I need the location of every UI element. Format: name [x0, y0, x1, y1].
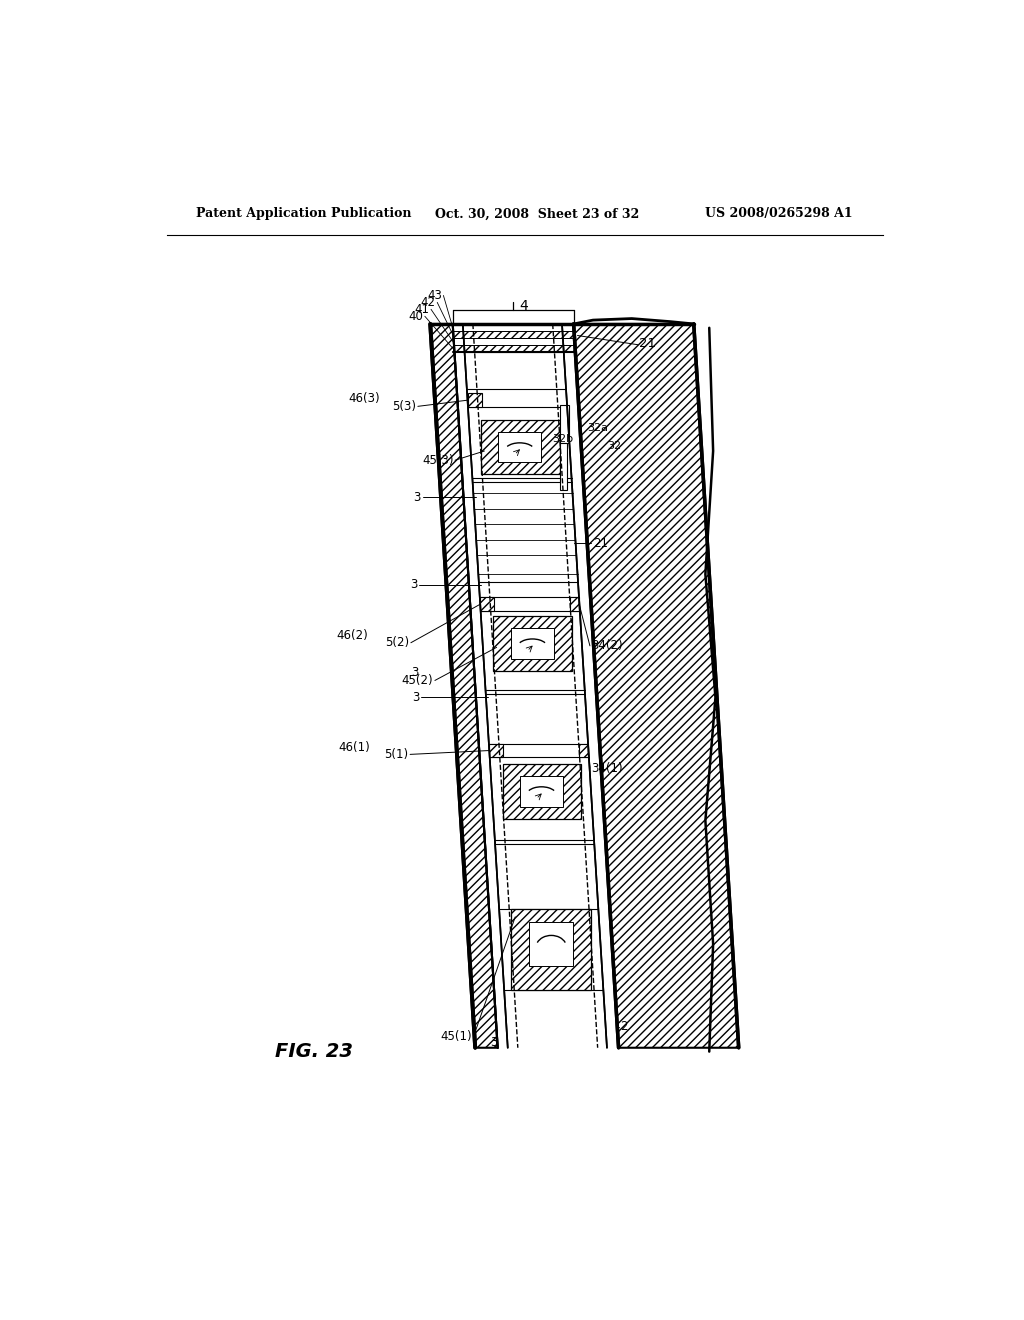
- Text: 21: 21: [640, 337, 656, 350]
- Text: Oct. 30, 2008  Sheet 23 of 32: Oct. 30, 2008 Sheet 23 of 32: [435, 207, 639, 220]
- Bar: [480, 597, 495, 611]
- Bar: [520, 776, 563, 807]
- Text: 32: 32: [607, 441, 622, 451]
- Bar: [453, 323, 573, 331]
- Text: Patent Application Publication: Patent Application Publication: [197, 207, 412, 220]
- Text: FIG. 23: FIG. 23: [275, 1041, 353, 1061]
- Polygon shape: [463, 323, 607, 1048]
- Text: 5(1): 5(1): [384, 748, 409, 760]
- Bar: [511, 909, 591, 990]
- Bar: [570, 597, 580, 611]
- Bar: [529, 921, 573, 966]
- Bar: [579, 743, 589, 758]
- Text: 2: 2: [621, 1020, 628, 1034]
- Text: 4: 4: [519, 300, 528, 313]
- Text: 3: 3: [489, 1036, 498, 1049]
- Text: 45(1): 45(1): [440, 1030, 472, 1043]
- Text: 3: 3: [411, 578, 418, 591]
- Bar: [468, 393, 481, 407]
- Text: US 2008/0265298 A1: US 2008/0265298 A1: [706, 207, 853, 220]
- Text: 43: 43: [427, 289, 442, 302]
- Text: 3: 3: [412, 690, 420, 704]
- Text: 46(1): 46(1): [339, 741, 371, 754]
- Text: 32b: 32b: [552, 434, 572, 445]
- Text: 5(2): 5(2): [385, 636, 410, 649]
- Text: 46(2): 46(2): [337, 630, 369, 643]
- Text: 5(3): 5(3): [392, 400, 417, 413]
- Bar: [503, 763, 581, 818]
- Text: 42: 42: [421, 296, 435, 309]
- Bar: [453, 338, 573, 345]
- Text: 41: 41: [415, 302, 429, 315]
- Text: 45(3): 45(3): [422, 454, 454, 467]
- Text: 40: 40: [409, 310, 423, 323]
- Text: 3: 3: [412, 667, 419, 680]
- Text: 32a: 32a: [587, 422, 608, 433]
- Bar: [511, 628, 554, 659]
- Bar: [560, 405, 569, 444]
- Bar: [499, 433, 542, 462]
- Text: 21: 21: [593, 537, 608, 550]
- Bar: [489, 743, 503, 758]
- Bar: [453, 345, 573, 351]
- Bar: [453, 331, 573, 338]
- Bar: [560, 444, 566, 490]
- Polygon shape: [573, 323, 738, 1048]
- Text: 34(1): 34(1): [592, 762, 623, 775]
- Text: 34(2): 34(2): [592, 639, 623, 652]
- Text: 3: 3: [414, 491, 421, 504]
- Bar: [494, 615, 571, 671]
- Bar: [481, 420, 559, 474]
- Polygon shape: [430, 323, 498, 1048]
- Text: 46(3): 46(3): [348, 392, 380, 405]
- Text: 45(2): 45(2): [401, 675, 433, 686]
